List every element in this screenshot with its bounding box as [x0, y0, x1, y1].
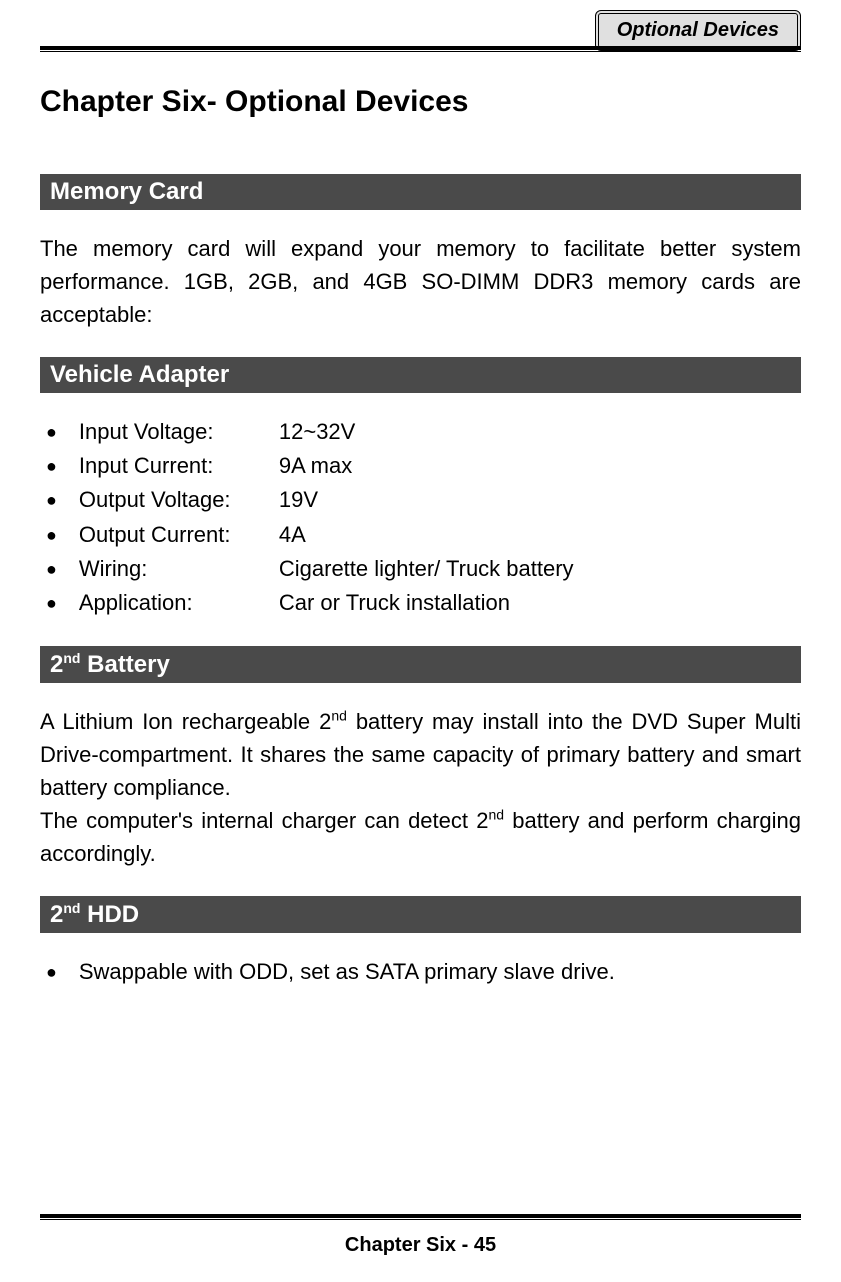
footer-divider	[40, 1214, 801, 1220]
spec-label: Input Current:	[79, 449, 279, 483]
header-divider	[40, 46, 801, 52]
spec-value: 9A max	[279, 449, 352, 483]
spec-item: ● Wiring: Cigarette lighter/ Truck batte…	[40, 552, 801, 586]
spec-label: Wiring:	[79, 552, 279, 586]
list-item: ● Swappable with ODD, set as SATA primar…	[40, 955, 801, 989]
section-heading-text: Memory Card	[50, 178, 203, 205]
bullet-icon: ●	[46, 586, 57, 620]
bullet-icon: ●	[46, 955, 57, 989]
spec-value: 19V	[279, 483, 318, 517]
section-heading-memory-card: Memory Card	[40, 174, 801, 210]
para1sup: nd	[331, 708, 347, 724]
header-tab: Optional Devices	[595, 10, 801, 51]
bullet-icon: ●	[46, 518, 57, 552]
section-heading-text: Vehicle Adapter	[50, 361, 229, 388]
chapter-title: Chapter Six- Optional Devices	[40, 85, 801, 119]
bullet-icon: ●	[46, 552, 57, 586]
heading-prefix: 2	[50, 651, 63, 678]
header-tab-label: Optional Devices	[617, 19, 779, 41]
spec-label: Output Current:	[79, 518, 279, 552]
vehicle-adapter-specs: ● Input Voltage: 12~32V ● Input Current:…	[40, 415, 801, 620]
para1a: A Lithium Ion rechargeable 2	[40, 709, 331, 734]
spec-label: Input Voltage:	[79, 415, 279, 449]
spec-value: Cigarette lighter/ Truck battery	[279, 552, 574, 586]
heading-prefix: 2	[50, 901, 63, 928]
footer-text: Chapter Six - 45	[0, 1234, 841, 1257]
spec-value: 4A	[279, 518, 306, 552]
memory-card-text: The memory card will expand your memory …	[40, 232, 801, 331]
second-battery-text: A Lithium Ion rechargeable 2nd battery m…	[40, 705, 801, 870]
spec-item: ● Output Current: 4A	[40, 518, 801, 552]
spec-value: 12~32V	[279, 415, 355, 449]
section-heading-second-battery: 2nd Battery	[40, 646, 801, 683]
para2sup: nd	[488, 807, 504, 823]
spec-item: ● Output Voltage: 19V	[40, 483, 801, 517]
heading-sup: nd	[63, 900, 80, 916]
spec-value: Car or Truck installation	[279, 586, 510, 620]
bullet-icon: ●	[46, 415, 57, 449]
spec-item: ● Input Current: 9A max	[40, 449, 801, 483]
heading-suffix: Battery	[80, 651, 169, 678]
bullet-icon: ●	[46, 483, 57, 517]
second-hdd-list: ● Swappable with ODD, set as SATA primar…	[40, 955, 801, 989]
spec-label: Output Voltage:	[79, 483, 279, 517]
section-heading-second-hdd: 2nd HDD	[40, 896, 801, 933]
heading-suffix: HDD	[80, 901, 139, 928]
list-item-text: Swappable with ODD, set as SATA primary …	[79, 955, 615, 989]
bullet-icon: ●	[46, 449, 57, 483]
spec-label: Application:	[79, 586, 279, 620]
spec-item: ● Input Voltage: 12~32V	[40, 415, 801, 449]
heading-sup: nd	[63, 650, 80, 666]
spec-item: ● Application: Car or Truck installation	[40, 586, 801, 620]
section-heading-vehicle-adapter: Vehicle Adapter	[40, 357, 801, 393]
page-content: Chapter Six- Optional Devices Memory Car…	[40, 0, 801, 989]
para2a: The computer's internal charger can dete…	[40, 808, 488, 833]
